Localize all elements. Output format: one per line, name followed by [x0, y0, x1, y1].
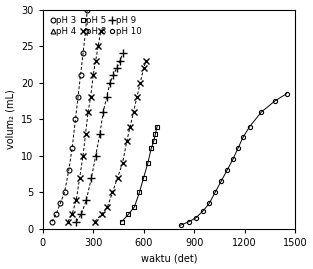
Y-axis label: volum₂ (mL): volum₂ (mL): [6, 89, 16, 149]
Legend: pH 3, pH 4, pH 5, pH 8, pH 9, pH 10: pH 3, pH 4, pH 5, pH 8, pH 9, pH 10: [49, 14, 143, 37]
X-axis label: waktu (det): waktu (det): [141, 253, 197, 263]
